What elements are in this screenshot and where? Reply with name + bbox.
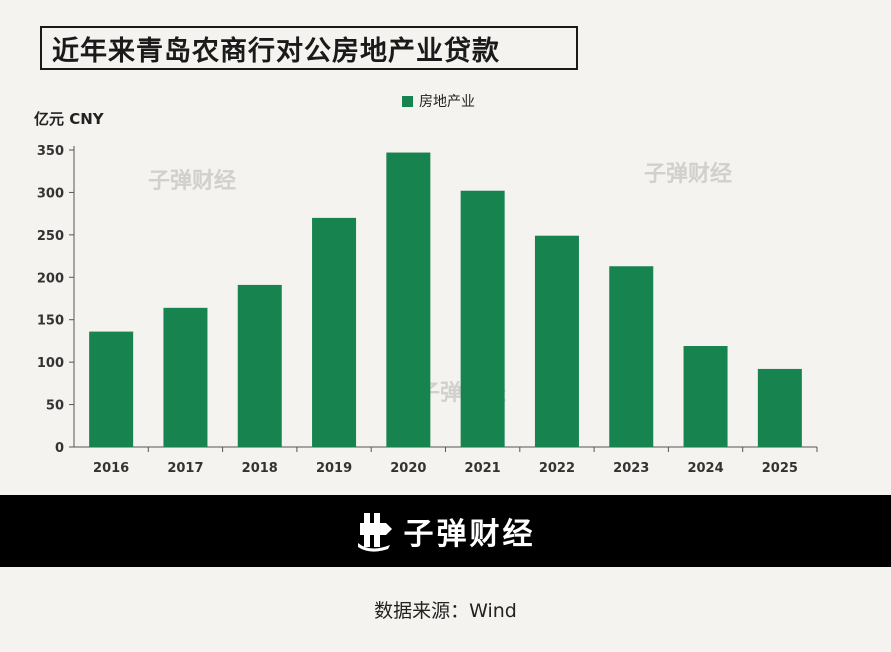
- y-tick-label: 150: [37, 314, 64, 329]
- y-tick-label: 350: [37, 144, 64, 159]
- watermark-text: 子弹财经: [148, 168, 236, 194]
- bar-2023: [609, 266, 654, 447]
- y-tick-label: 50: [46, 399, 64, 414]
- data-source: 数据来源：Wind: [374, 600, 517, 622]
- x-tick-label: 2022: [539, 461, 575, 476]
- x-tick-label: 2016: [93, 461, 129, 476]
- bar-2017: [163, 307, 208, 447]
- legend-label: 房地产业: [419, 94, 475, 110]
- bar-chart: 子弹财经子弹财经子弹财经亿元 CNY房地产业050100150200250300…: [34, 94, 818, 476]
- x-tick-label: 2019: [316, 461, 352, 476]
- y-tick-label: 0: [55, 441, 64, 456]
- footer-logo: 子弹财经: [356, 509, 536, 553]
- y-tick-label: 100: [37, 356, 64, 371]
- bar-2025: [757, 368, 802, 447]
- bar-2019: [312, 217, 357, 447]
- chart-title: 近年来青岛农商行对公房地产业贷款: [40, 26, 578, 70]
- bar-2016: [89, 331, 134, 447]
- legend-swatch: [402, 96, 413, 107]
- brand-logo-icon: [357, 513, 392, 552]
- y-tick-label: 200: [37, 271, 64, 286]
- bar-2022: [534, 235, 579, 447]
- bar-2021: [460, 190, 505, 447]
- watermark-text: 子弹财经: [644, 161, 732, 187]
- footer-band: 子弹财经: [0, 495, 891, 567]
- y-tick-label: 250: [37, 229, 64, 244]
- y-axis-unit-label: 亿元 CNY: [34, 110, 105, 128]
- footer-brand-text: 子弹财经: [403, 517, 536, 552]
- bar-2018: [237, 284, 282, 447]
- x-tick-label: 2021: [465, 461, 501, 476]
- bar-2020: [386, 152, 431, 447]
- x-tick-label: 2017: [167, 461, 203, 476]
- y-tick-label: 300: [37, 186, 64, 201]
- x-tick-label: 2018: [242, 461, 278, 476]
- bar-2024: [683, 346, 728, 447]
- x-tick-label: 2023: [613, 461, 649, 476]
- x-tick-label: 2020: [390, 461, 426, 476]
- x-tick-label: 2024: [687, 461, 723, 476]
- x-tick-label: 2025: [762, 461, 798, 476]
